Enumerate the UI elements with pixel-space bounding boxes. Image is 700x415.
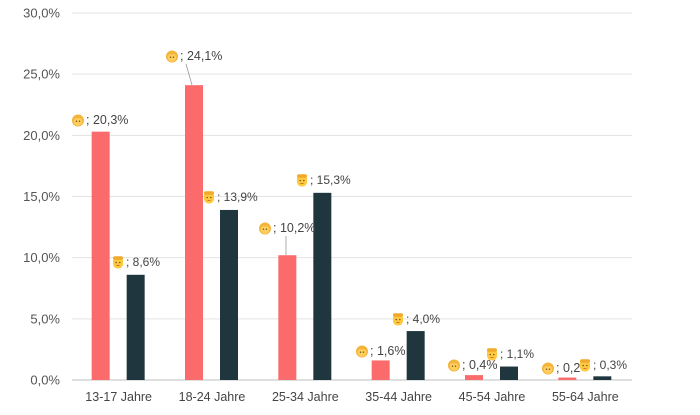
man-emoji-icon (204, 191, 214, 204)
bar-women (91, 131, 110, 380)
man-emoji-icon (487, 348, 497, 361)
data-label: ; 4,0% (406, 312, 440, 326)
bar-women (278, 255, 297, 380)
x-tick-label: 45-54 Jahre (459, 390, 526, 404)
bar-women (558, 377, 577, 380)
data-label: ; 0,4% (462, 358, 497, 372)
woman-emoji-icon (356, 345, 368, 358)
bar-men (220, 209, 238, 380)
woman-emoji-icon (259, 222, 271, 235)
data-label: ; 1,6% (370, 344, 405, 358)
y-tick-label: 5,0% (30, 311, 60, 326)
data-labels: ; 20,3% ; 24,1% ; 10,2% ; 1,6% ; 0,4% ; 0,2 ; … (72, 49, 627, 375)
woman-emoji-icon (542, 362, 554, 375)
man-emoji-icon (113, 256, 123, 269)
data-label: ; 15,3% (310, 173, 351, 187)
x-tick-label: 55-64 Jahre (552, 390, 619, 404)
x-tick-label: 13-17 Jahre (85, 390, 152, 404)
y-tick-label: 15,0% (23, 189, 60, 204)
woman-emoji-icon (72, 114, 84, 127)
man-emoji-icon (580, 359, 590, 372)
bar-women (465, 375, 483, 380)
x-tick-label: 35-44 Jahre (365, 390, 432, 404)
bar-men (313, 192, 332, 380)
data-label: ; 24,1% (180, 49, 222, 63)
bar-women (185, 85, 203, 380)
data-label: ; 0,3% (593, 358, 627, 372)
y-tick-label: 20,0% (23, 128, 60, 143)
man-emoji-icon (393, 313, 403, 326)
data-label: ; 0,2 (556, 361, 580, 375)
woman-emoji-icon (448, 359, 460, 372)
bar-men (593, 376, 612, 380)
data-label: ; 13,9% (217, 190, 258, 204)
bar-men (500, 366, 518, 380)
y-tick-label: 10,0% (23, 250, 60, 265)
bar-women (371, 360, 390, 380)
data-label: ; 1,1% (500, 347, 534, 361)
y-axis: 0,0% 5,0% 10,0% 15,0% 20,0% 25,0% 30,0% (23, 6, 60, 388)
y-tick-label: 25,0% (23, 67, 60, 82)
data-label: ; 20,3% (86, 113, 128, 127)
bars (91, 85, 612, 380)
woman-emoji-icon (166, 50, 178, 63)
data-label: ; 8,6% (126, 255, 160, 269)
gridlines (72, 12, 632, 381)
x-axis: 13-17 Jahre 18-24 Jahre 25-34 Jahre 35-44 J… (85, 390, 618, 404)
man-emoji-icon (297, 174, 307, 187)
bar-men (126, 274, 145, 380)
x-tick-label: 25-34 Jahre (272, 390, 339, 404)
x-tick-label: 18-24 Jahre (179, 390, 246, 404)
leader-line (185, 63, 193, 86)
y-tick-label: 0,0% (30, 373, 60, 388)
y-tick-label: 30,0% (23, 6, 60, 21)
data-label: ; 10,2% (273, 221, 315, 235)
bar-men (406, 331, 425, 380)
